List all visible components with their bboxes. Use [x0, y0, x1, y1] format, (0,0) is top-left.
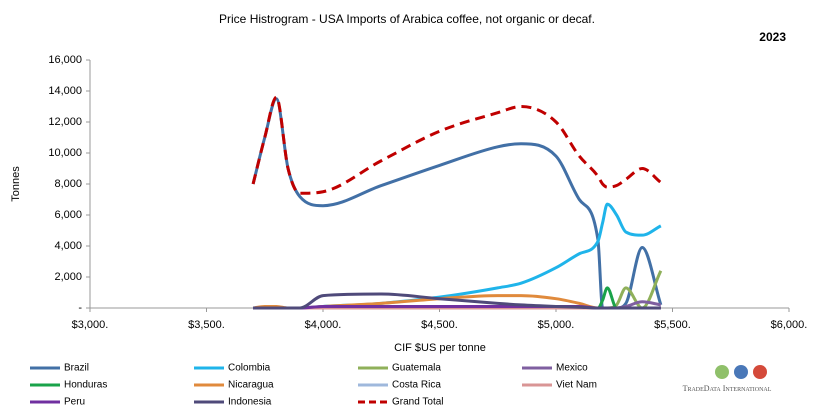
series-line — [251, 95, 662, 195]
chart-title: Price Histrogram - USA Imports of Arabic… — [219, 12, 595, 26]
x-tick-label: $4,000. — [305, 319, 342, 331]
x-tick-label: $6,000. — [771, 319, 808, 331]
legend-label: Brazil — [64, 363, 89, 374]
legend-label: Mexico — [556, 363, 588, 374]
legend-label: Costa Rica — [392, 380, 441, 391]
legend-label: Peru — [64, 397, 85, 407]
y-tick-label: 16,000 — [48, 54, 82, 66]
x-tick-label: $3,000. — [72, 319, 109, 331]
legend-label: Honduras — [64, 380, 107, 391]
series-line — [251, 97, 663, 310]
x-tick-label: $3,500. — [188, 319, 225, 331]
legend-label: Nicaragua — [228, 380, 274, 391]
y-tick-label: 6,000 — [54, 209, 82, 221]
y-axis-label: Tonnes — [10, 166, 22, 202]
logo-globe — [734, 365, 748, 379]
legend-label: Indonesia — [228, 397, 272, 407]
x-tick-label: $4,500. — [421, 319, 458, 331]
legend-label: Guatemala — [392, 363, 441, 374]
series-line — [253, 292, 661, 310]
legend-label: Colombia — [228, 363, 271, 374]
x-axis-label: CIF $US per tonne — [394, 342, 486, 354]
logo-globe — [715, 365, 729, 379]
legend-label: Viet Nam — [556, 380, 597, 391]
y-tick-label: - — [78, 302, 82, 314]
x-tick-label: $5,500. — [654, 319, 691, 331]
legend-label: Grand Total — [392, 397, 444, 407]
chart-subtitle: 2023 — [759, 30, 786, 44]
x-tick-label: $5,000. — [538, 319, 575, 331]
y-tick-label: 4,000 — [54, 240, 82, 252]
y-tick-label: 10,000 — [48, 147, 82, 159]
y-tick-label: 2,000 — [54, 271, 82, 283]
y-tick-label: 12,000 — [48, 116, 82, 128]
logo-text: TradeData International — [683, 384, 772, 393]
logo-globe — [753, 365, 767, 379]
y-tick-label: 14,000 — [48, 85, 82, 97]
logo: TradeData International — [683, 365, 772, 393]
y-tick-label: 8,000 — [54, 178, 82, 190]
